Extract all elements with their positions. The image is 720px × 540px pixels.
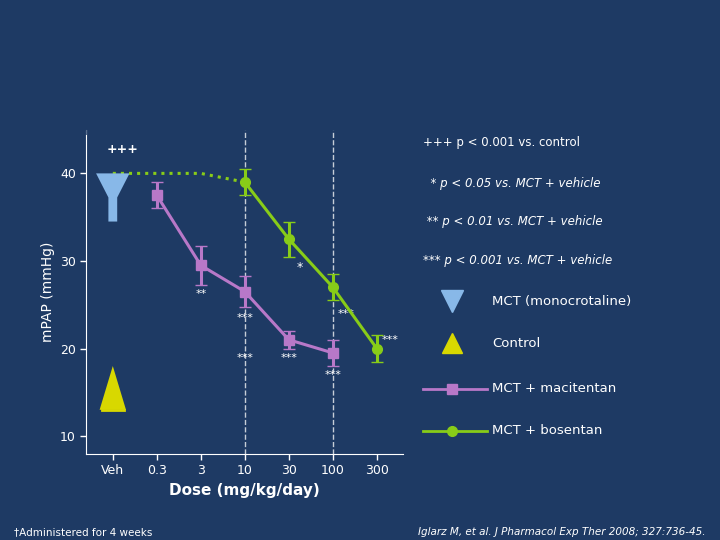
Text: +++ p < 0.001 vs. control: +++ p < 0.001 vs. control	[423, 136, 580, 149]
Text: MCT + bosentan: MCT + bosentan	[492, 424, 603, 437]
Text: * p < 0.05 vs. MCT + vehicle: * p < 0.05 vs. MCT + vehicle	[423, 177, 601, 190]
X-axis label: Dose (mg/kg/day): Dose (mg/kg/day)	[169, 483, 320, 497]
Text: †Administered for 4 weeks: †Administered for 4 weeks	[14, 527, 153, 537]
Text: Chronic† macitentan administration reduced mPAP at a: Chronic† macitentan administration reduc…	[22, 31, 606, 50]
Text: **: **	[195, 289, 207, 299]
Text: Iglarz M, et al. J Pharmacol Exp Ther 2008; 327:736-45.: Iglarz M, et al. J Pharmacol Exp Ther 20…	[418, 527, 706, 537]
Polygon shape	[99, 366, 126, 410]
Text: *: *	[297, 261, 303, 274]
Text: Animal model: Animal model	[25, 127, 97, 137]
Text: dose 10-fold lower than bosentan in the MCT rat model: dose 10-fold lower than bosentan in the …	[22, 80, 606, 99]
Text: Control: Control	[492, 337, 541, 350]
Text: ***: ***	[325, 370, 341, 380]
Text: *** p < 0.001 vs. MCT + vehicle: *** p < 0.001 vs. MCT + vehicle	[423, 254, 613, 267]
Text: ***: ***	[280, 353, 297, 363]
Text: MCT (monocrotaline): MCT (monocrotaline)	[492, 295, 631, 308]
Text: ***: ***	[236, 353, 253, 363]
Polygon shape	[96, 173, 130, 221]
Text: ***: ***	[236, 314, 253, 323]
Y-axis label: mPAP (mmHg): mPAP (mmHg)	[40, 241, 55, 342]
Text: ***: ***	[338, 309, 354, 319]
Text: MCT + macitentan: MCT + macitentan	[492, 382, 617, 395]
Text: ** p < 0.01 vs. MCT + vehicle: ** p < 0.01 vs. MCT + vehicle	[423, 215, 603, 228]
Text: +++: +++	[107, 143, 138, 156]
Text: ***: ***	[382, 335, 398, 346]
